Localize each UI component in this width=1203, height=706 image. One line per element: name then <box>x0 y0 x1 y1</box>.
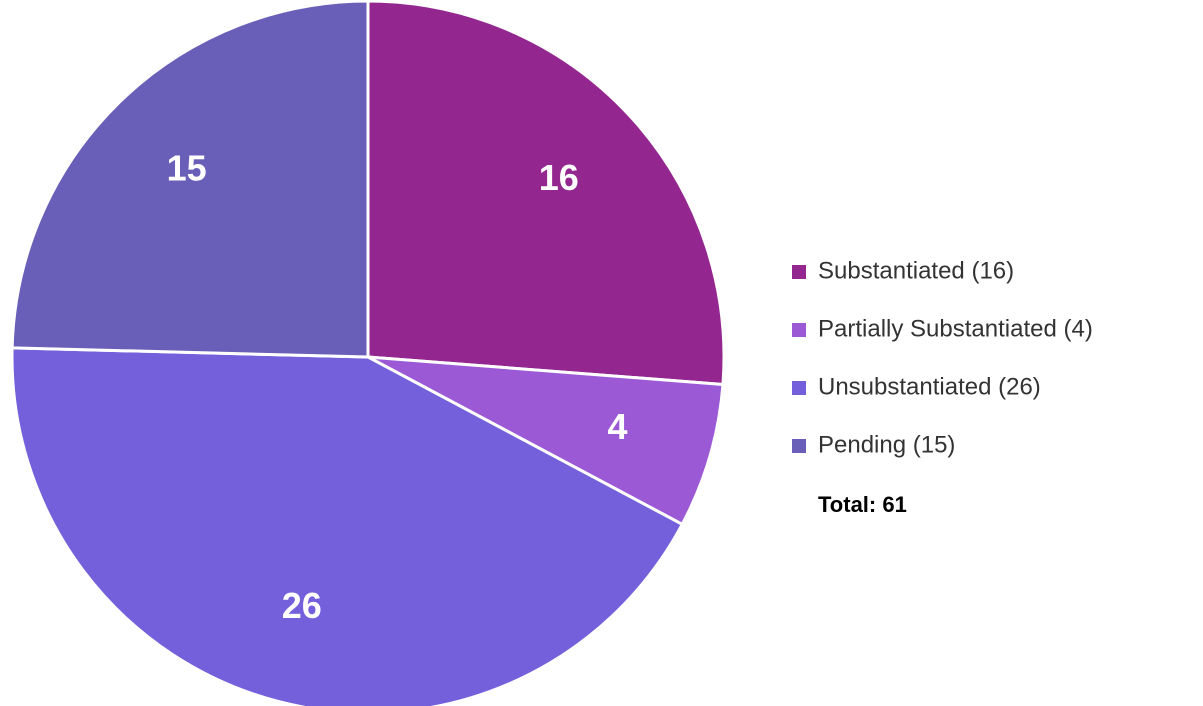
slice-label: 16 <box>539 157 579 198</box>
legend-text: Partially Substantiated (4) <box>818 315 1093 342</box>
total-label: Total: 61 <box>818 492 907 517</box>
pie-slice <box>10 0 370 359</box>
pie-slice <box>366 0 726 387</box>
slice-label: 26 <box>282 585 322 626</box>
legend-swatch <box>792 265 806 279</box>
legend-text: Unsubstantiated (26) <box>818 373 1041 400</box>
pie-slice <box>10 346 685 706</box>
legend-text: Pending (15) <box>818 431 955 458</box>
slice-label: 4 <box>608 406 628 447</box>
slice-label: 15 <box>167 147 207 188</box>
legend-text: Substantiated (16) <box>818 257 1014 284</box>
legend-swatch <box>792 381 806 395</box>
legend-swatch <box>792 439 806 453</box>
legend-swatch <box>792 323 806 337</box>
pie-slice <box>367 355 725 527</box>
